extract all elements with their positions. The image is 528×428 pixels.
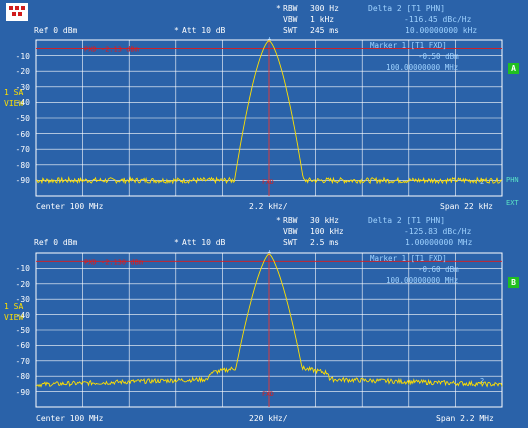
y-axis-label: -20 xyxy=(15,279,30,289)
rbw-star-2: * xyxy=(276,216,281,225)
y-axis-label: -90 xyxy=(15,176,30,186)
y-axis-label: -10 xyxy=(15,264,30,274)
trace-badge-b: B xyxy=(508,277,519,288)
span-1: Span 22 kHz xyxy=(440,202,493,211)
swt-value-2: 2.5 ms xyxy=(310,238,339,247)
fxd-label: FXD xyxy=(262,178,274,186)
y-axis-label: -40 xyxy=(15,310,30,320)
trace-label-phn: PHN xyxy=(506,176,519,184)
y-axis-label: -40 xyxy=(15,98,30,108)
swt-label-1: SWT xyxy=(283,26,298,35)
vbw-label-1: VBW xyxy=(283,15,298,24)
delta-title-1: Delta 2 [T1 PHN] xyxy=(368,4,446,13)
delta-value-2: -125.83 dBc/Hz xyxy=(404,227,472,236)
vbw-value-1: 1 kHz xyxy=(310,15,335,24)
marker-title: Marker 1 [T1 FXD] xyxy=(370,41,447,50)
att-star-2: * xyxy=(174,238,179,247)
trace-badge-a: A xyxy=(508,63,519,74)
side-label-1b: VIEW xyxy=(4,99,24,108)
side-label-2a: 1 SA xyxy=(4,302,24,311)
rbw-value-1: 300 Hz xyxy=(310,4,339,13)
spectrum-plot-2: PXD -2.130 dBm Marker 1 [T1 FXD] -0.60 dBm… xyxy=(34,247,504,410)
y-axis-label: -80 xyxy=(15,372,30,382)
y-axis-label: -60 xyxy=(15,341,30,351)
y-axis-label: -70 xyxy=(15,356,30,366)
pxd-label: PXD -2.130 dBm xyxy=(84,258,143,266)
y-axis-label: -50 xyxy=(15,326,30,335)
freq-per-div-1: 2.2 kHz/ xyxy=(249,202,288,211)
att-star-1: * xyxy=(174,26,179,35)
swt-value-1: 245 ms xyxy=(310,26,339,35)
marker-2-number: 2 xyxy=(480,377,484,385)
ref-level-1: Ref 0 dBm xyxy=(34,26,78,35)
center-freq-2: Center 100 MHz xyxy=(36,414,104,423)
y-axis-label: -30 xyxy=(15,295,30,305)
marker-1-number: 1 xyxy=(267,37,271,42)
y-axis-label: -50 xyxy=(15,114,30,123)
vbw-label-2: VBW xyxy=(283,227,298,236)
rbw-value-2: 30 kHz xyxy=(310,216,339,225)
marker-freq: 100.00000000 MHz xyxy=(386,276,458,285)
marker-1-number: 1 xyxy=(267,250,271,255)
spectrum-trace xyxy=(35,40,503,185)
delta-value-1: -116.45 dBc/Hz xyxy=(404,15,472,24)
marker-value: -0.50 dBm xyxy=(418,52,459,61)
y-axis-label: -60 xyxy=(15,129,30,139)
spectrum-plot-1: PXD -2.13 dBm Marker 1 [T1 FXD] -0.50 dBm 1… xyxy=(34,34,504,199)
rohde-schwarz-logo xyxy=(4,2,30,22)
y-axis-label: -20 xyxy=(15,67,30,77)
attenuation-1: Att 10 dB xyxy=(182,26,226,35)
delta-freq-2: 1.00000000 MHz xyxy=(405,238,473,247)
delta-title-2: Delta 2 [T1 PHN] xyxy=(368,216,446,225)
fxd-label: FXD xyxy=(262,390,274,398)
delta-freq-1: 10.00000000 kHz xyxy=(405,26,478,35)
marker-freq: 100.00000000 MHz xyxy=(386,63,458,72)
y-axis-label: -10 xyxy=(15,51,30,61)
side-label-1a: 1 SA xyxy=(4,88,24,97)
y-axis-label: -90 xyxy=(15,387,30,397)
y-axis-label: -30 xyxy=(15,82,30,92)
vbw-value-2: 100 kHz xyxy=(310,227,344,236)
attenuation-2: Att 10 dB xyxy=(182,238,226,247)
y-axis-label: -70 xyxy=(15,145,30,155)
side-label-2b: VIEW xyxy=(4,313,24,322)
swt-label-2: SWT xyxy=(283,238,298,247)
trace-label-ext: EXT xyxy=(506,199,519,207)
center-freq-1: Center 100 MHz xyxy=(36,202,104,211)
pxd-label: PXD -2.13 dBm xyxy=(84,45,139,53)
rbw-label-2: RBW xyxy=(283,216,298,225)
marker-value: -0.60 dBm xyxy=(418,265,459,274)
freq-per-div-2: 220 kHz/ xyxy=(249,414,288,423)
y-axis-label: -80 xyxy=(15,160,30,170)
ref-level-2: Ref 0 dBm xyxy=(34,238,78,247)
span-2: Span 2.2 MHz xyxy=(436,414,494,423)
marker-title: Marker 1 [T1 FXD] xyxy=(370,254,447,263)
spectrum-trace xyxy=(35,253,503,388)
rbw-label-1: RBW xyxy=(283,4,298,13)
rbw-star-1: * xyxy=(276,4,281,13)
